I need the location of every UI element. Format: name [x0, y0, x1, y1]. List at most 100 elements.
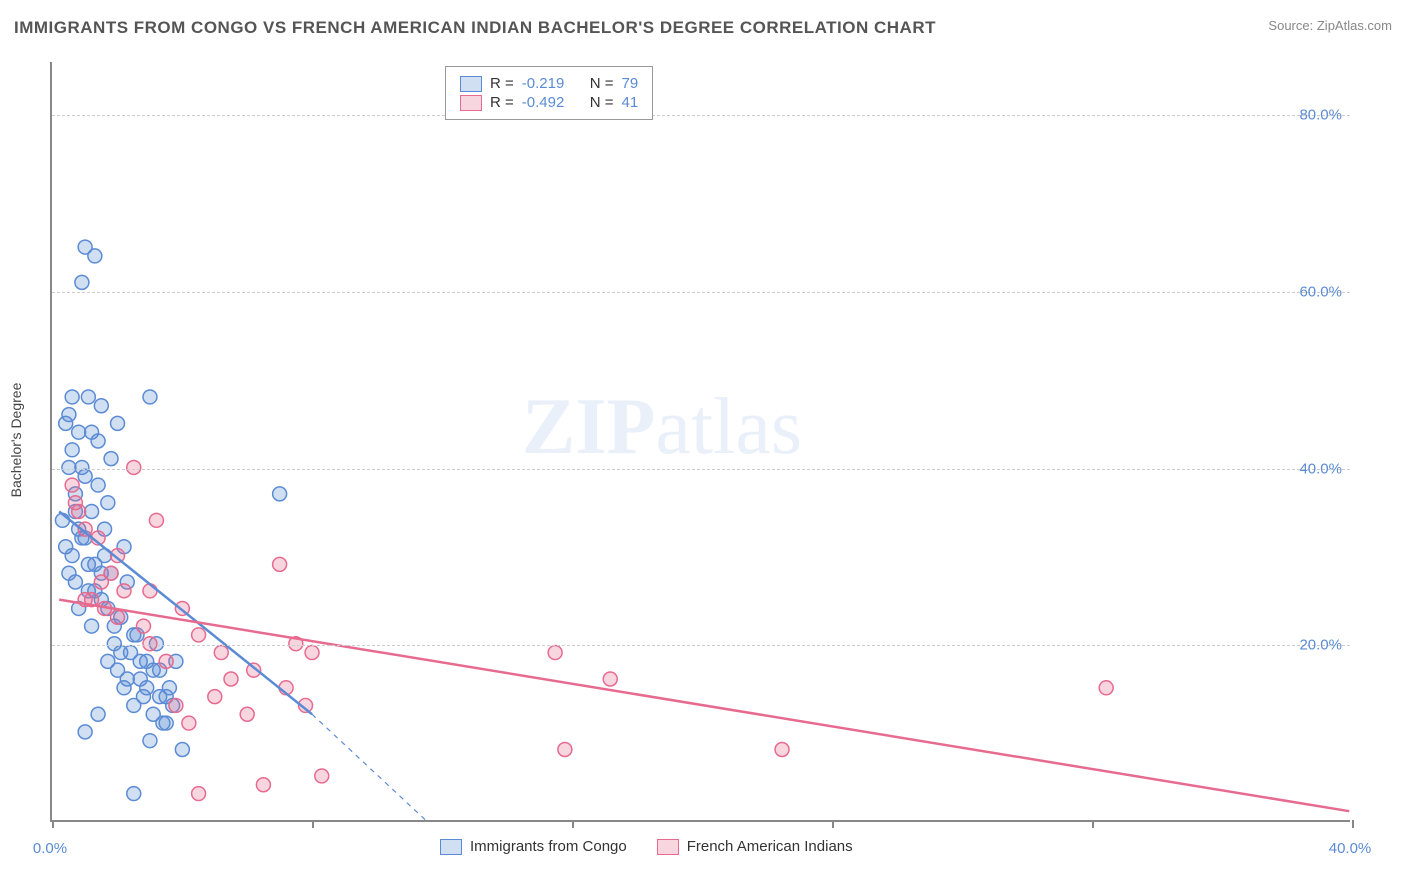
legend-correlation-row: R = -0.219 N = 79 — [460, 75, 638, 92]
scatter-point — [1099, 681, 1113, 695]
x-tick — [832, 820, 834, 828]
x-tick-label: 0.0% — [33, 840, 67, 857]
grid-line — [52, 645, 1350, 646]
scatter-point — [273, 487, 287, 501]
scatter-point — [143, 584, 157, 598]
scatter-point — [62, 460, 76, 474]
scatter-point — [101, 496, 115, 510]
x-tick — [1352, 820, 1354, 828]
y-tick-label: 60.0% — [1299, 283, 1342, 300]
scatter-point — [65, 390, 79, 404]
scatter-point — [224, 672, 238, 686]
scatter-point — [65, 443, 79, 457]
scatter-point — [81, 557, 95, 571]
scatter-point — [81, 390, 95, 404]
legend-n-value: 41 — [622, 94, 639, 111]
grid-line — [52, 469, 1350, 470]
x-tick — [1092, 820, 1094, 828]
legend-n-value: 79 — [622, 75, 639, 92]
legend-r-label: R = — [490, 75, 514, 92]
scatter-point — [78, 469, 92, 483]
scatter-point — [88, 249, 102, 263]
chart-source: Source: ZipAtlas.com — [1268, 18, 1392, 33]
scatter-point — [85, 505, 99, 519]
scatter-point — [182, 716, 196, 730]
legend-series-item: French American Indians — [657, 838, 853, 855]
scatter-point — [68, 575, 82, 589]
legend-series-label: Immigrants from Congo — [470, 838, 627, 855]
scatter-point — [169, 698, 183, 712]
legend-r-value: -0.492 — [522, 94, 582, 111]
legend-r-label: R = — [490, 94, 514, 111]
source-prefix: Source: — [1268, 18, 1313, 33]
trend-line — [59, 512, 312, 715]
scatter-point — [140, 681, 154, 695]
scatter-point — [117, 584, 131, 598]
legend-correlation-row: R = -0.492 N = 41 — [460, 94, 638, 111]
scatter-point — [75, 275, 89, 289]
scatter-point — [65, 549, 79, 563]
chart-header: IMMIGRANTS FROM CONGO VS FRENCH AMERICAN… — [14, 18, 1392, 38]
x-tick-label: 40.0% — [1329, 840, 1372, 857]
scatter-point — [214, 646, 228, 660]
legend-swatch — [460, 76, 482, 92]
y-tick-label: 20.0% — [1299, 637, 1342, 654]
scatter-point — [315, 769, 329, 783]
scatter-point — [114, 646, 128, 660]
scatter-point — [143, 390, 157, 404]
scatter-point — [143, 637, 157, 651]
scatter-point — [240, 707, 254, 721]
scatter-plot-svg — [52, 62, 1350, 820]
scatter-point — [273, 557, 287, 571]
scatter-point — [133, 654, 147, 668]
legend-swatch — [657, 839, 679, 855]
scatter-point — [111, 610, 125, 624]
scatter-point — [59, 416, 73, 430]
chart-title: IMMIGRANTS FROM CONGO VS FRENCH AMERICAN… — [14, 18, 936, 38]
scatter-point — [558, 743, 572, 757]
scatter-point — [143, 734, 157, 748]
legend-series-label: French American Indians — [687, 838, 853, 855]
scatter-point — [153, 690, 167, 704]
scatter-point — [159, 654, 173, 668]
legend-series: Immigrants from Congo French American Ind… — [440, 838, 853, 855]
grid-line — [52, 115, 1350, 116]
scatter-point — [111, 416, 125, 430]
scatter-point — [305, 646, 319, 660]
scatter-point — [136, 619, 150, 633]
source-link[interactable]: ZipAtlas.com — [1317, 18, 1392, 33]
scatter-point — [208, 690, 222, 704]
x-tick — [52, 820, 54, 828]
y-tick-label: 40.0% — [1299, 460, 1342, 477]
scatter-point — [104, 452, 118, 466]
y-tick-label: 80.0% — [1299, 107, 1342, 124]
scatter-point — [159, 716, 173, 730]
scatter-point — [65, 478, 79, 492]
chart-plot-area: ZIPatlas 20.0%40.0%60.0%80.0% — [50, 62, 1350, 822]
x-tick — [572, 820, 574, 828]
legend-n-label: N = — [590, 94, 614, 111]
scatter-point — [775, 743, 789, 757]
scatter-point — [127, 787, 141, 801]
scatter-point — [127, 460, 141, 474]
scatter-point — [548, 646, 562, 660]
scatter-point — [256, 778, 270, 792]
legend-swatch — [440, 839, 462, 855]
legend-r-value: -0.219 — [522, 75, 582, 92]
y-axis-label: Bachelor's Degree — [8, 383, 24, 498]
scatter-point — [85, 425, 99, 439]
scatter-point — [94, 575, 108, 589]
scatter-point — [78, 725, 92, 739]
legend-n-label: N = — [590, 75, 614, 92]
scatter-point — [146, 663, 160, 677]
scatter-point — [91, 478, 105, 492]
scatter-point — [68, 496, 82, 510]
scatter-point — [94, 399, 108, 413]
grid-line — [52, 292, 1350, 293]
scatter-point — [603, 672, 617, 686]
legend-swatch — [460, 95, 482, 111]
scatter-point — [192, 787, 206, 801]
legend-correlation: R = -0.219 N = 79 R = -0.492 N = 41 — [445, 66, 653, 120]
scatter-point — [91, 707, 105, 721]
scatter-point — [120, 672, 134, 686]
